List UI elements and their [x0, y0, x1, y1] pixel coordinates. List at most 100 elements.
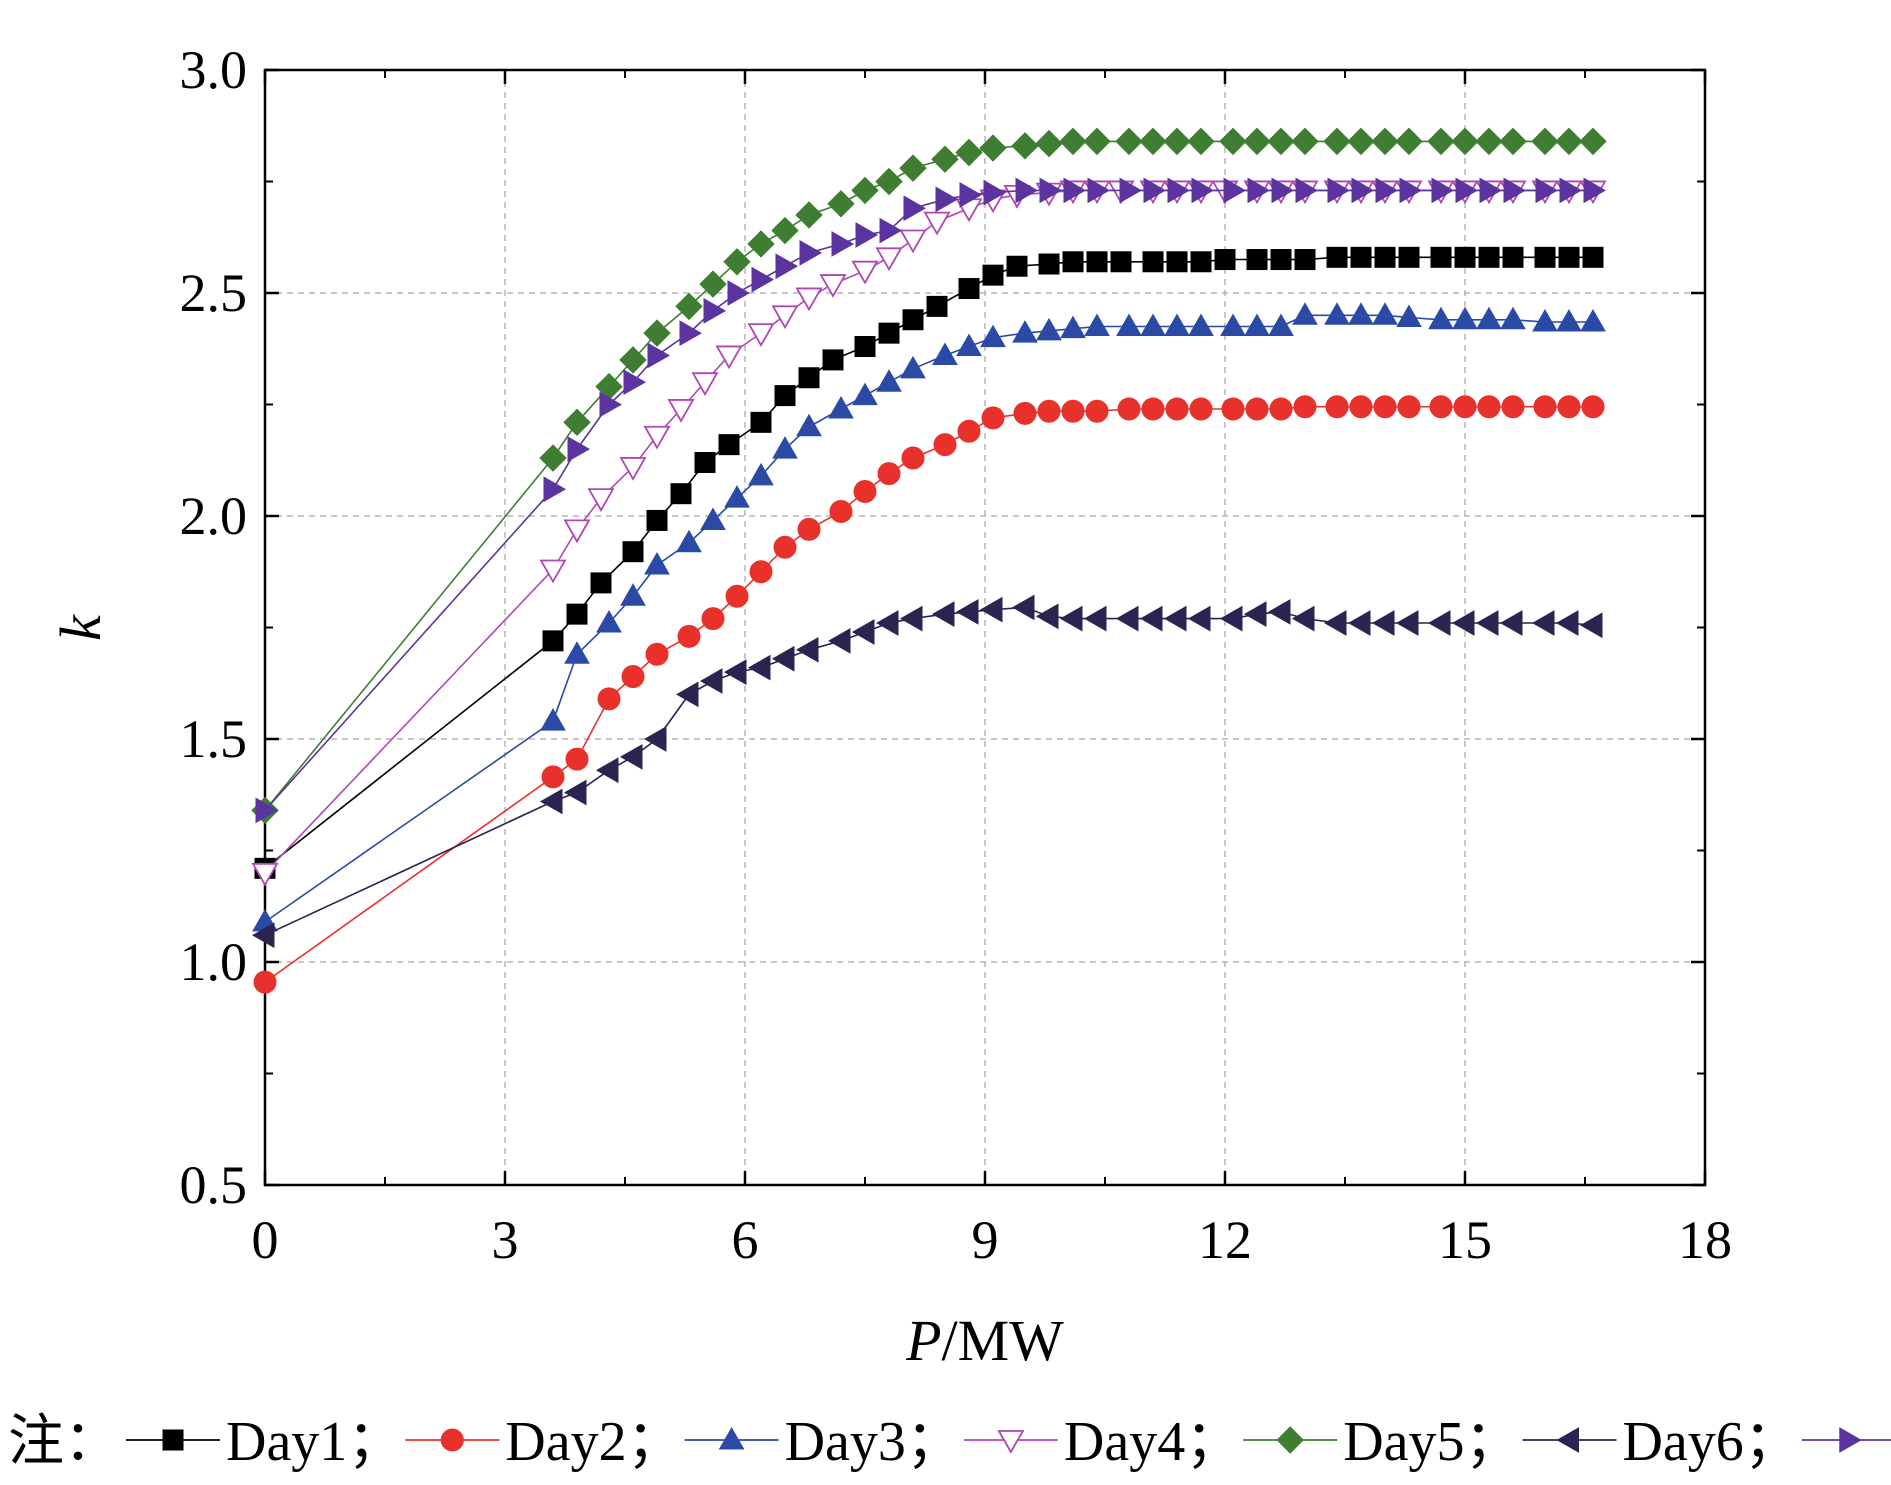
y-axis-label: k	[48, 614, 113, 641]
data-point-day6	[1035, 603, 1059, 630]
data-point-day3	[1500, 306, 1526, 330]
data-point-day7	[1479, 177, 1503, 204]
data-point-day7	[1191, 177, 1215, 204]
data-point-day5	[1219, 127, 1247, 156]
data-point-day6	[771, 645, 795, 672]
data-point-day7	[599, 391, 623, 418]
data-point-day2	[1325, 395, 1349, 419]
data-point-day2	[1293, 395, 1317, 419]
data-point-day1	[878, 322, 900, 344]
data-point-day4	[587, 488, 615, 512]
data-point-day6	[563, 779, 587, 806]
data-point-day3	[1292, 302, 1318, 325]
data-point-day5	[851, 176, 879, 205]
data-point-day5	[1163, 127, 1191, 156]
data-point-day4	[643, 425, 671, 450]
data-point-day5	[1475, 127, 1503, 156]
data-point-day2	[597, 687, 621, 711]
data-point-day1	[1270, 249, 1292, 271]
data-point-day3	[980, 324, 1006, 348]
data-point-day5	[931, 145, 959, 173]
data-point-day3	[676, 529, 702, 553]
data-point-day7	[831, 231, 855, 257]
data-point-day2	[725, 584, 749, 608]
data-point-day5	[1083, 127, 1111, 156]
data-point-day7	[647, 342, 671, 369]
data-point-day1	[1246, 249, 1268, 271]
data-point-day1	[750, 411, 772, 433]
data-point-day7	[1375, 177, 1399, 204]
data-point-day1	[822, 349, 844, 371]
y-tick-label: 1.0	[180, 932, 248, 992]
data-point-day1	[1350, 246, 1372, 268]
legend-prefix: 注：	[8, 1411, 120, 1473]
legend-marker-day4	[997, 1430, 1025, 1454]
data-point-day3	[1036, 317, 1062, 341]
data-point-day2	[1117, 397, 1141, 421]
data-point-day7	[727, 280, 751, 306]
y-tick-label: 3.0	[180, 40, 248, 100]
legend-separator: ；	[906, 1411, 962, 1473]
data-point-day1	[1326, 246, 1348, 268]
data-point-day3	[900, 355, 926, 379]
legend-label-day2: Day2	[505, 1411, 626, 1473]
legend-label-day4: Day4	[1064, 1411, 1185, 1473]
x-tick-label: 6	[732, 1210, 759, 1270]
data-point-day4	[539, 559, 567, 584]
data-point-day1	[1142, 251, 1164, 273]
data-point-day5	[1291, 127, 1319, 156]
data-point-day4	[691, 372, 719, 397]
data-point-day5	[563, 408, 591, 437]
data-point-day3	[1476, 306, 1502, 330]
data-point-day1	[1454, 246, 1476, 268]
data-point-day7	[1559, 177, 1583, 204]
data-point-day1	[1086, 251, 1108, 273]
data-point-day5	[1451, 127, 1479, 156]
data-point-day7	[775, 253, 799, 280]
data-point-day6	[1579, 612, 1603, 639]
data-point-day1	[1502, 246, 1524, 268]
data-point-day3	[1084, 313, 1110, 336]
data-point-day3	[852, 382, 878, 406]
data-point-day7	[855, 222, 879, 248]
data-point-day4	[923, 211, 951, 236]
data-point-day2	[541, 765, 565, 789]
data-point-day3	[748, 462, 774, 486]
y-tick-label: 1.5	[180, 709, 248, 769]
data-point-day2	[933, 433, 957, 457]
data-point-day2	[1221, 397, 1245, 421]
data-point-day3	[1164, 313, 1190, 336]
data-point-day5	[795, 201, 823, 229]
data-point-day6	[619, 743, 643, 770]
data-point-day5	[899, 154, 927, 182]
data-point-day2	[565, 747, 589, 771]
data-point-day4	[875, 247, 903, 272]
data-point-day7	[1119, 177, 1143, 204]
data-point-day1	[1534, 246, 1556, 268]
data-point-day1	[694, 451, 716, 473]
legend-marker-day2	[440, 1428, 464, 1452]
data-point-day6	[643, 726, 667, 752]
data-point-day5	[1347, 127, 1375, 156]
data-point-day5	[875, 167, 903, 196]
data-point-day2	[1397, 395, 1421, 419]
data-point-day5	[1555, 127, 1583, 156]
data-point-day3	[1532, 308, 1558, 332]
data-point-day7	[567, 436, 591, 462]
data-point-day1	[1038, 253, 1060, 275]
data-point-day6	[1083, 605, 1107, 632]
data-point-day5	[723, 248, 751, 276]
y-tick-label: 0.5	[180, 1155, 248, 1215]
data-point-day7	[255, 797, 279, 824]
data-point-day6	[1347, 610, 1371, 636]
data-point-day6	[1395, 610, 1419, 636]
data-point-day5	[539, 444, 567, 472]
data-point-day3	[932, 342, 958, 365]
data-point-day5	[1499, 127, 1527, 156]
data-point-day2	[1501, 395, 1525, 419]
data-point-day6	[955, 599, 979, 625]
data-point-day2	[1013, 401, 1037, 425]
data-point-day6	[1011, 594, 1035, 621]
data-point-day1	[902, 309, 924, 331]
